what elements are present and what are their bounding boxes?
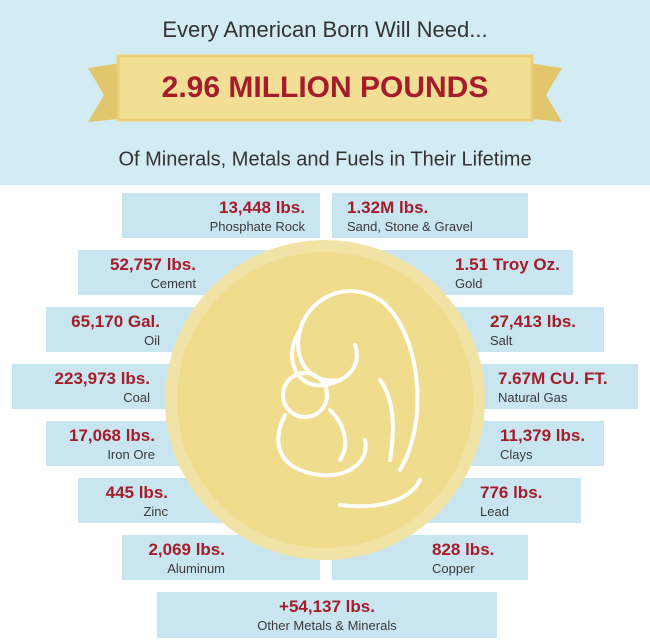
footer-amount: +54,137 lbs. xyxy=(279,597,375,616)
item-label: Copper xyxy=(432,561,475,576)
item-amount: 65,170 Gal. xyxy=(71,312,160,331)
item-label: Natural Gas xyxy=(498,390,568,405)
item-label: Oil xyxy=(144,333,160,348)
item-amount: 828 lbs. xyxy=(432,540,494,559)
item-label: Lead xyxy=(480,504,509,519)
item-amount: 1.51 Troy Oz. xyxy=(455,255,560,274)
footer-label: Other Metals & Minerals xyxy=(257,618,397,633)
headline: 2.96 MILLION POUNDS xyxy=(162,71,489,104)
item-amount: 13,448 lbs. xyxy=(219,198,305,217)
footer-box xyxy=(157,592,497,638)
item-label: Sand, Stone & Gravel xyxy=(347,219,473,234)
subtitle: Of Minerals, Metals and Fuels in Their L… xyxy=(118,148,531,170)
item-label: Clays xyxy=(500,447,533,462)
item-amount: 223,973 lbs. xyxy=(55,369,150,388)
item-label: Coal xyxy=(123,390,150,405)
item-amount: 445 lbs. xyxy=(106,483,168,502)
texts: 13,448 lbs. Phosphate Rock 1.32M lbs. Sand,… xyxy=(55,198,608,633)
item-label: Cement xyxy=(150,276,196,291)
item-amount: 17,068 lbs. xyxy=(69,426,155,445)
item-amount: 27,413 lbs. xyxy=(490,312,576,331)
item-label: Iron Ore xyxy=(107,447,155,462)
item-label: Gold xyxy=(455,276,482,291)
item-box xyxy=(122,193,320,238)
item-label: Phosphate Rock xyxy=(210,219,306,234)
item-amount: 52,757 lbs. xyxy=(110,255,196,274)
item-label: Aluminum xyxy=(167,561,225,576)
ribbon xyxy=(88,54,562,122)
intro: Every American Born Will Need... xyxy=(162,17,487,42)
item-amount: 1.32M lbs. xyxy=(347,198,428,217)
item-label: Zinc xyxy=(143,504,168,519)
item-amount: 2,069 lbs. xyxy=(148,540,225,559)
item-amount: 11,379 lbs. xyxy=(500,426,585,445)
item-box xyxy=(332,193,528,238)
item-label: Salt xyxy=(490,333,513,348)
item-amount: 776 lbs. xyxy=(480,483,542,502)
item-amount: 7.67M CU. FT. xyxy=(498,369,608,388)
medallion xyxy=(165,240,485,560)
